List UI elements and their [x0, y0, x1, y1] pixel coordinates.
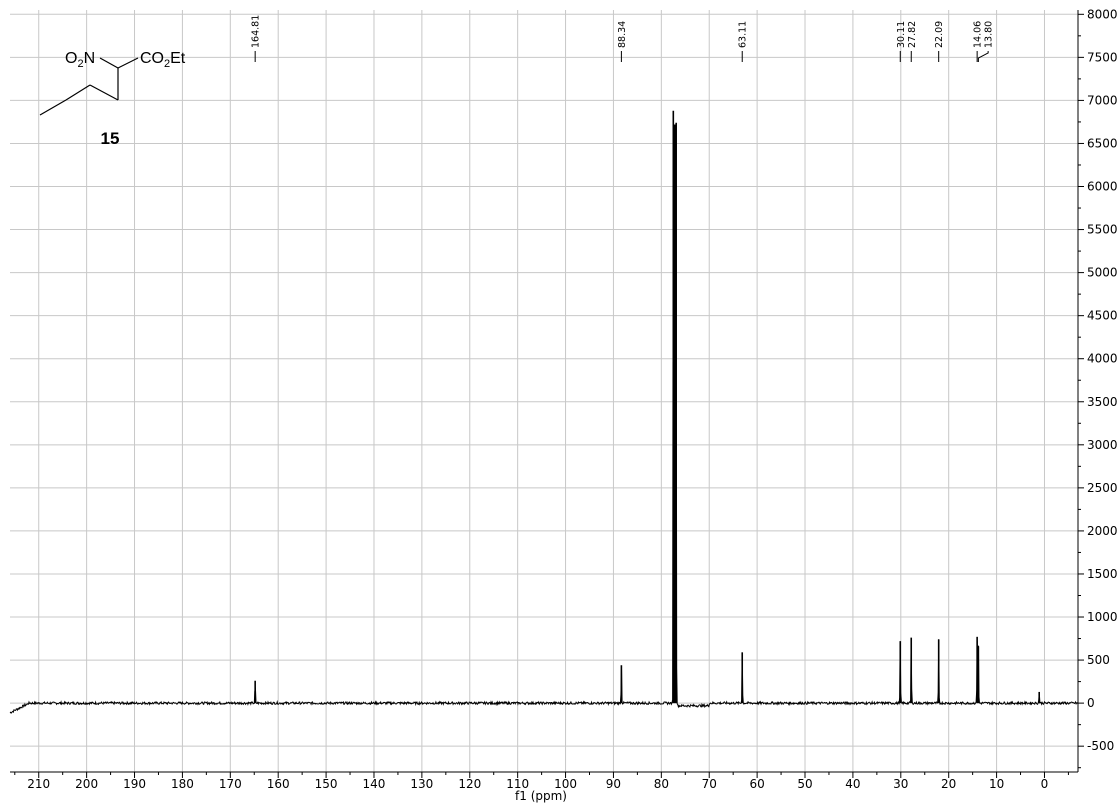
y-tick-label: 6000 [1087, 180, 1118, 194]
y-tick-label: 5000 [1087, 266, 1118, 280]
x-tick-label: 70 [702, 777, 717, 791]
bond-chain-4 [39, 99, 67, 116]
y-tick-label: 5500 [1087, 223, 1118, 237]
nitro-group-label: O2N [65, 50, 95, 70]
peak-label: 22.09 [934, 21, 945, 48]
peak-label: 30.11 [896, 21, 907, 48]
x-tick-label: 210 [27, 777, 50, 791]
chemical-structure: O2N CO2Et 15 [39, 50, 186, 148]
axis-layer: 210 200 190 180 170 160 150 140 130 120 110 100 90 80… [10, 7, 1118, 791]
x-tick-label: 170 [219, 777, 242, 791]
y-tick-label: 7500 [1087, 50, 1118, 64]
y-tick-label: 1000 [1087, 610, 1118, 624]
peak-label: 27.82 [907, 21, 918, 48]
x-tick-label: 100 [554, 777, 577, 791]
peak-label-leader [977, 51, 989, 62]
y-tick-label: 6500 [1087, 136, 1118, 150]
x-tick-label: 190 [123, 777, 146, 791]
x-tick-label: 150 [315, 777, 338, 791]
ester-group-label: CO2Et [140, 50, 186, 70]
x-tick-label: 140 [363, 777, 386, 791]
x-tick-label: 180 [171, 777, 194, 791]
y-tick-label: 8000 [1087, 7, 1118, 21]
x-tick-label: 30 [893, 777, 908, 791]
grid-layer [10, 10, 1078, 772]
x-tick-label: 120 [458, 777, 481, 791]
spectrum-trace [9, 174, 1079, 714]
x-tick-label: 40 [845, 777, 860, 791]
y-tick-label: 2000 [1087, 524, 1118, 538]
y-tick-label: 0 [1087, 696, 1095, 710]
bond-chain-2 [89, 84, 119, 101]
bond-chain-3 [65, 84, 91, 101]
bond-ch-co [117, 57, 139, 69]
x-tick-label: 90 [606, 777, 621, 791]
y-tick-label: 3500 [1087, 395, 1118, 409]
y-tick-label: 3000 [1087, 438, 1118, 452]
x-tick-label: 20 [941, 777, 956, 791]
x-tick-label: 200 [75, 777, 98, 791]
x-tick-label: 10 [989, 777, 1004, 791]
compound-number: 15 [101, 129, 120, 148]
x-tick-label: 50 [797, 777, 812, 791]
x-tick-label: 130 [410, 777, 433, 791]
y-tick-label: -500 [1087, 739, 1114, 753]
peak-label: 63.11 [738, 21, 749, 48]
y-tick-label: 4000 [1087, 352, 1118, 366]
x-tick-label: 80 [654, 777, 669, 791]
peak-labels: 164.81 88.34 63.11 30.11 27.82 22.09 14.06 13.8… [251, 15, 995, 62]
spectrum-layer [9, 110, 1079, 714]
x-tick-label: 110 [506, 777, 529, 791]
peak-label: 13.80 [984, 21, 995, 48]
x-axis-title: f1 (ppm) [515, 789, 567, 803]
y-tick-label: 4500 [1087, 309, 1118, 323]
peak-label: 88.34 [617, 21, 628, 48]
y-tick-label: 7000 [1087, 93, 1118, 107]
x-tick-label: 60 [749, 777, 764, 791]
y-tick-label: 500 [1087, 653, 1110, 667]
y-tick-label: 1500 [1087, 567, 1118, 581]
peak-label: 164.81 [251, 15, 262, 48]
peak-label: 14.06 [973, 21, 984, 48]
x-tick-label: 160 [267, 777, 290, 791]
x-tick-label: 0 [1041, 777, 1049, 791]
bond-ch-n [99, 57, 119, 69]
y-tick-label: 2500 [1087, 481, 1118, 495]
